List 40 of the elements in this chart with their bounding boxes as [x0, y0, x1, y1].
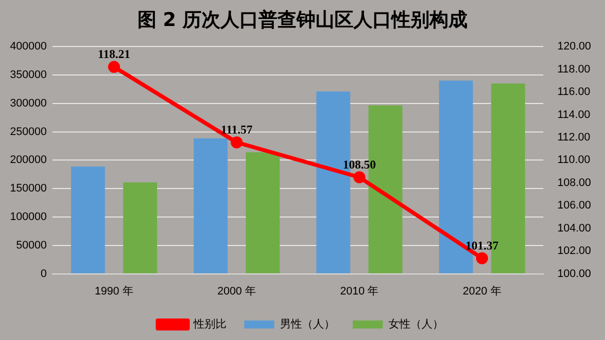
point	[476, 252, 488, 264]
point	[108, 60, 120, 73]
point	[353, 171, 366, 184]
data-label: 101.37	[466, 238, 499, 252]
y2-tick-label: 104.00	[557, 222, 592, 234]
point	[230, 136, 243, 148]
y2-tick-label: 118.00	[557, 63, 590, 76]
y-tick-label: 200000	[10, 154, 47, 166]
bar	[246, 152, 280, 274]
chart-title: 图 2 历次人口普查钟山区人口性别构成	[136, 8, 469, 33]
legend-label: 男性（人）	[280, 317, 335, 330]
bar	[123, 182, 158, 274]
legend-label: 性别比	[192, 317, 226, 330]
y-tick-label: 300000	[10, 97, 47, 110]
x-tick-label: 2020 年	[462, 285, 502, 298]
y2-tick-label: 102.00	[557, 245, 592, 258]
data-label: 118.21	[98, 47, 130, 62]
data-label: 111.57	[220, 122, 253, 136]
y2-tick-label: 120.00	[557, 40, 592, 53]
y2-tick-label: 110.00	[557, 154, 590, 166]
x-tick-label: 2000 年	[217, 285, 256, 298]
y2-tick-label: 106.00	[557, 200, 592, 212]
x-tick-label: 1990 年	[94, 285, 134, 298]
y2-tick-label: 112.00	[557, 132, 590, 144]
data-label: 108.50	[342, 157, 376, 172]
y-tick-label: 150000	[10, 182, 47, 195]
legend-label: 女性（人）	[388, 317, 444, 330]
y-tick-label: 0	[40, 268, 47, 280]
y2-tick-label: 114.00	[557, 108, 590, 121]
y-tick-label: 50000	[16, 239, 47, 252]
y-tick-label: 400000	[10, 40, 47, 53]
y2-tick-label: 116.00	[557, 86, 590, 98]
bar	[194, 138, 228, 274]
y-tick-label: 250000	[10, 126, 47, 138]
bar	[71, 166, 105, 274]
y2-tick-label: 108.00	[557, 176, 592, 189]
y-tick-label: 350000	[10, 69, 47, 82]
y2-tick-label: 100.00	[557, 268, 592, 280]
x-tick-label: 2010 年	[340, 285, 379, 298]
y-tick-label: 100000	[10, 211, 47, 224]
